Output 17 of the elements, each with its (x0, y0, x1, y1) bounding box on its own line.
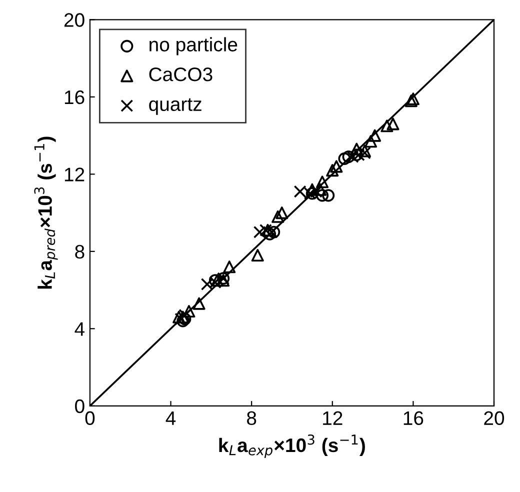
legend-label: CaCO3 (149, 67, 212, 82)
text: k$_{L}$a$_{exp}$×10$^{3}$ (s$^{−1}$) (219, 434, 365, 458)
y-tick-label: 0 (75, 399, 84, 414)
x-tick-label: 16 (404, 411, 424, 426)
legend-label: no particle (150, 37, 238, 56)
y-tick-label: 12 (64, 168, 84, 182)
x-tick-label: 8 (247, 411, 256, 426)
y-tick-label: 4 (74, 322, 85, 336)
legend-label: quartz (149, 98, 202, 115)
x-tick-label: 12 (323, 411, 342, 425)
y-tick-label: 20 (64, 13, 84, 27)
x-tick-label: 20 (484, 411, 504, 426)
x-tick-label: 0 (85, 411, 95, 426)
text: k$_{L}$a$_{pred}$×10$^{3}$ (s$^{−1}$) (34, 136, 58, 289)
x-tick-label: 4 (166, 411, 176, 425)
y-tick-label: 8 (75, 244, 84, 259)
y-tick-label: 16 (64, 90, 84, 104)
